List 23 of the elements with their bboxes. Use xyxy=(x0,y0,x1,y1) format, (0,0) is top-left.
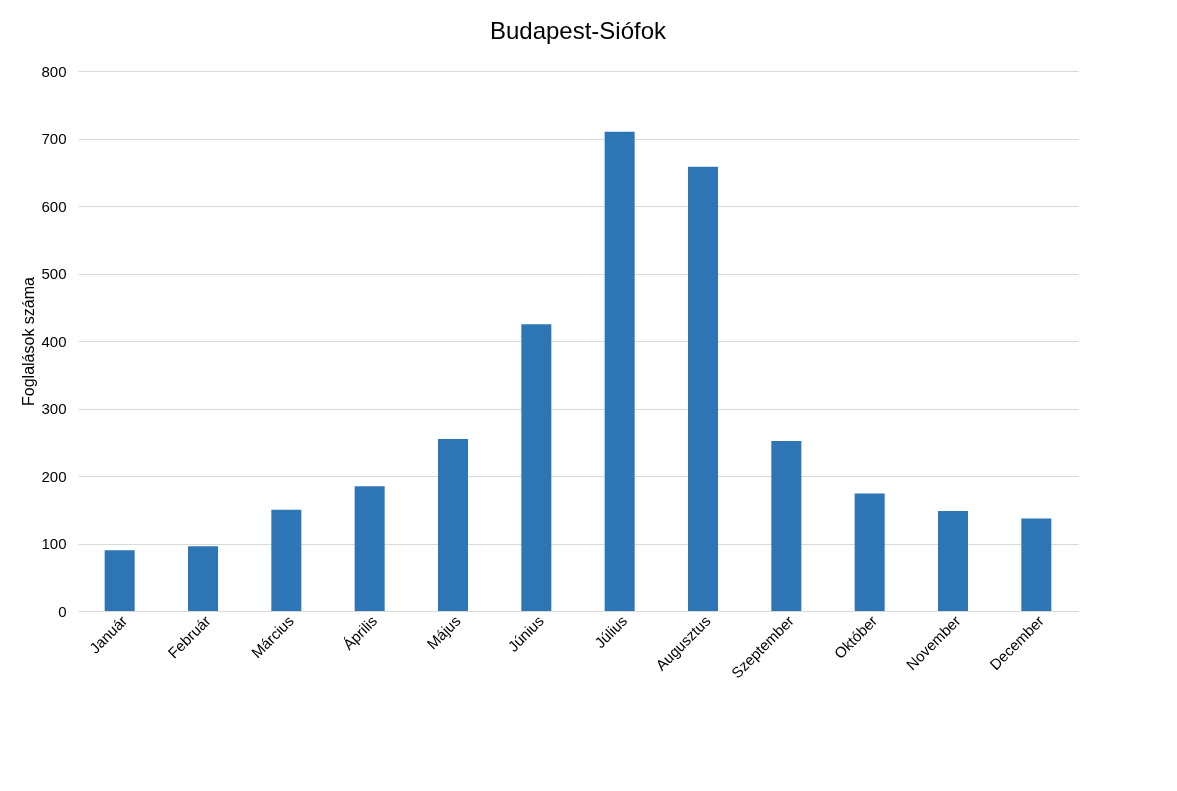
bar xyxy=(354,486,385,611)
y-tick-label: 600 xyxy=(41,197,67,215)
chart-title: Budapest-Siófok xyxy=(489,17,668,44)
y-tick-label: 700 xyxy=(41,130,67,147)
bar xyxy=(1021,518,1052,611)
y-tick-label: 0 xyxy=(58,602,67,620)
bar xyxy=(604,131,635,611)
bar xyxy=(271,509,302,611)
y-tick-label: 200 xyxy=(41,467,67,485)
bar xyxy=(771,440,802,611)
y-tick-label: 500 xyxy=(41,265,67,282)
y-axis-title: Foglalások száma xyxy=(20,276,38,406)
y-tick-label: 300 xyxy=(41,400,67,417)
bar xyxy=(438,438,468,611)
bar xyxy=(104,550,135,611)
y-tick-label: 800 xyxy=(41,62,67,80)
bar xyxy=(521,324,552,611)
bar xyxy=(188,546,218,611)
y-tick-label: 100 xyxy=(41,535,67,552)
y-tick-label: 400 xyxy=(41,332,67,350)
bar xyxy=(688,166,718,611)
bar xyxy=(938,511,968,611)
bar xyxy=(854,493,885,611)
